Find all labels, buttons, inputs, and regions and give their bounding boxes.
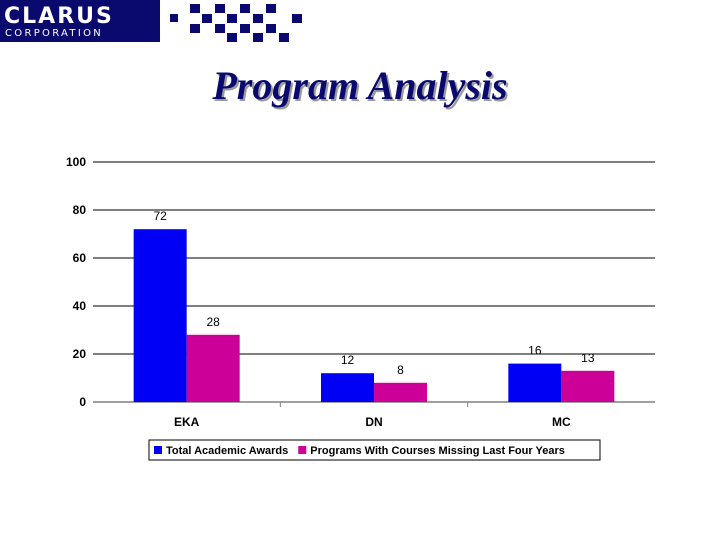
company-logo-subtext: CORPORATION: [5, 28, 104, 39]
checker-pattern-graphic: [170, 4, 302, 42]
legend-swatch: [298, 446, 307, 454]
bar-dn-series-1: [321, 373, 374, 402]
y-tick-label: 100: [66, 155, 86, 169]
bar-eka-series-1: [133, 229, 187, 402]
legend-label: Programs With Courses Missing Last Four …: [310, 445, 565, 457]
data-label: 72: [153, 209, 167, 223]
company-logo-text: CLARUS: [4, 4, 114, 29]
data-label: 13: [581, 351, 595, 365]
x-category-label: EKA: [174, 415, 200, 429]
bar-mc-series-1: [508, 363, 562, 402]
data-label: 12: [341, 353, 355, 367]
x-category-label: MC: [552, 415, 571, 429]
x-category-label: DN: [365, 415, 382, 429]
legend-box: [148, 439, 601, 461]
bar-eka-series-2: [186, 334, 240, 402]
bar-dn-series-2: [374, 382, 427, 402]
legend-swatch: [154, 446, 162, 454]
y-tick-label: 20: [73, 347, 87, 361]
y-tick-label: 80: [73, 203, 87, 217]
logo-block: CLARUS CORPORATION: [0, 0, 160, 42]
bar-mc-series-2: [561, 370, 615, 402]
header-banner: CLARUS CORPORATION: [0, 0, 310, 42]
legend-label: Total Academic Awards: [166, 445, 288, 457]
y-tick-label: 0: [79, 395, 86, 409]
y-tick-label: 60: [73, 251, 87, 265]
slide-title: Program Analysis: [212, 63, 508, 108]
data-label: 28: [206, 315, 220, 329]
y-tick-label: 40: [73, 299, 87, 313]
data-label: 16: [528, 344, 542, 358]
data-label: 8: [397, 363, 404, 377]
